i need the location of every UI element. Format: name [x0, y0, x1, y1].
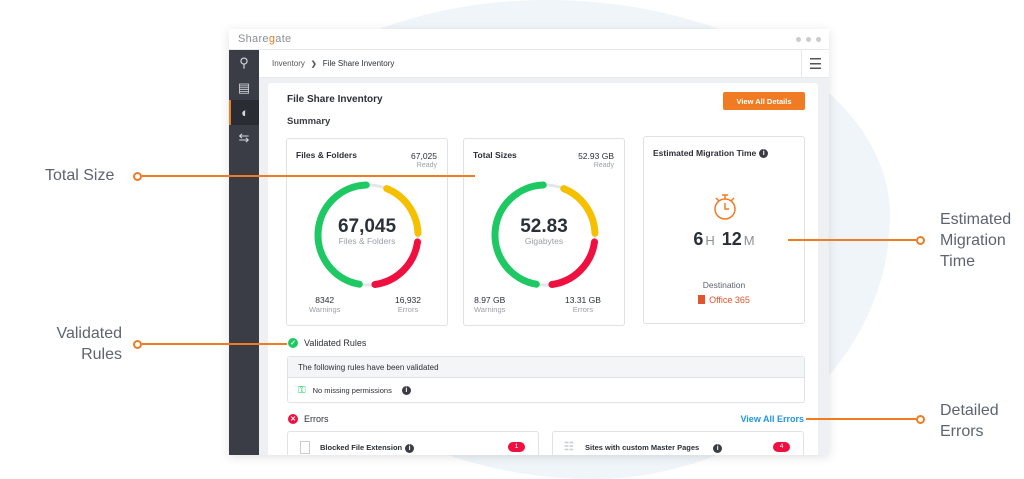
- errors-label: Errors: [572, 305, 594, 314]
- breadcrumb-current: File Share Inventory: [322, 59, 395, 68]
- annotation-line: [788, 239, 916, 241]
- app-logo: Sharegate: [238, 33, 292, 45]
- breadcrumb: Inventory ❯ File Share Inventory ☰: [259, 50, 829, 78]
- annotation-line: [806, 418, 916, 420]
- file-icon: [300, 441, 310, 454]
- ready-value: 52.93 GB: [578, 151, 614, 161]
- migration-time-card: Estimated Migration Time i 6 H 12 M Destinat…: [643, 136, 805, 324]
- errors-label: Errors: [397, 305, 419, 314]
- main-card: File Share Inventory Summary View All De…: [268, 83, 818, 455]
- check-circle-icon: ✓: [288, 338, 298, 348]
- center-value: 67,045: [337, 216, 397, 237]
- files-donut-chart: [314, 181, 422, 289]
- warnings-value: 8342: [315, 295, 335, 305]
- view-all-details-button[interactable]: View All Details: [723, 92, 805, 110]
- donut-segment-error: [371, 238, 422, 289]
- donut-segment-error: [548, 238, 599, 289]
- destination-value: Office 365: [644, 295, 804, 305]
- sidebar: ⚲ ▤ ◐ ⇆: [229, 50, 259, 455]
- card-title: Files & Folders: [296, 150, 357, 160]
- reports-icon[interactable]: ▤: [237, 79, 251, 95]
- donut-segment-warning: [383, 185, 422, 237]
- list-item: ⚿ No missing permissions i: [288, 378, 804, 403]
- warnings-label: Warnings: [309, 305, 341, 314]
- info-icon[interactable]: i: [401, 386, 411, 395]
- info-icon[interactable]: i: [713, 443, 723, 453]
- annotation-dot: [916, 415, 925, 424]
- error-count-badge: 1: [508, 442, 525, 452]
- key-icon: ⚿: [298, 385, 306, 396]
- page-title: File Share Inventory: [287, 94, 383, 105]
- error-count-badge: 4: [773, 442, 790, 452]
- donut-segment-ready: [491, 181, 547, 288]
- window-menu[interactable]: [796, 37, 821, 42]
- donut-segment-warning: [560, 185, 599, 237]
- migrate-icon[interactable]: ⇆: [238, 129, 250, 145]
- chevron-right-icon: ❯: [310, 60, 317, 68]
- rules-header: The following rules have been validated: [288, 357, 804, 378]
- center-label: Files & Folders: [338, 236, 396, 246]
- info-icon[interactable]: i: [405, 443, 415, 453]
- ready-label: Ready: [593, 162, 614, 169]
- center-value: 52.83: [520, 216, 568, 237]
- layers-icon[interactable]: ☰: [801, 50, 829, 78]
- errors-value: 16,932: [395, 295, 421, 305]
- annotation-line: [142, 343, 287, 345]
- stopwatch-icon: [714, 194, 736, 220]
- annotation-dot: [916, 236, 925, 245]
- view-all-errors-link[interactable]: View All Errors: [740, 414, 804, 424]
- breadcrumb-inventory[interactable]: Inventory: [272, 59, 305, 68]
- error-item[interactable]: ☷ Sites with custom Master Pages i 4: [552, 431, 804, 455]
- app-window: Sharegate ⚲ ▤ ◐ ⇆ Inventory ❯ File Share…: [229, 29, 829, 455]
- destination-label: Destination: [702, 280, 746, 290]
- card-title: Estimated Migration Time: [653, 148, 757, 158]
- validated-rules-heading: ✓ Validated Rules: [288, 338, 366, 348]
- sitemap-icon: ☷: [564, 441, 574, 453]
- office-icon: [698, 295, 706, 304]
- warnings-value: 8.97 GB: [474, 295, 506, 305]
- search-icon[interactable]: ⚲: [239, 54, 249, 70]
- ready-value: 67,025: [411, 151, 437, 161]
- annotation-detailed-errors: Detailed Errors: [940, 402, 999, 440]
- error-circle-icon: ✕: [288, 414, 298, 424]
- annotation-migration-time: Estimated Migration Time: [940, 211, 1012, 270]
- summary-heading: Summary: [287, 116, 331, 127]
- sizes-donut-chart: [491, 181, 599, 289]
- errors-heading: ✕ Errors: [288, 414, 329, 424]
- errors-value: 13.31 GB: [565, 295, 601, 305]
- warnings-label: Warnings: [474, 305, 506, 314]
- card-title: Total Sizes: [473, 150, 517, 160]
- info-icon[interactable]: i: [759, 149, 769, 159]
- inventory-icon[interactable]: ◐: [229, 100, 259, 125]
- donut-segment-ready: [314, 181, 370, 288]
- content-area: File Share Inventory Summary View All De…: [259, 78, 829, 455]
- total-sizes-card: Total Sizes 52.93 GB Ready 52.83 Gigabytes…: [463, 138, 625, 326]
- center-label: Gigabytes: [524, 236, 564, 246]
- error-item[interactable]: Blocked File Extension i 1: [287, 431, 539, 455]
- title-bar: Sharegate: [229, 29, 829, 50]
- annotation-validated-rules: Validated Rules: [56, 325, 122, 363]
- annotation-total-size: Total Size: [45, 167, 115, 184]
- validated-rules-box: The following rules have been validated …: [287, 356, 805, 403]
- migration-time-value: 6 H 12 M: [693, 229, 755, 249]
- ready-label: Ready: [416, 162, 437, 169]
- annotation-line: [142, 175, 475, 177]
- annotation-dot: [133, 172, 142, 181]
- files-folders-card: Files & Folders 67,025 Ready 67,045 Files …: [286, 138, 448, 326]
- annotation-dot: [133, 340, 142, 349]
